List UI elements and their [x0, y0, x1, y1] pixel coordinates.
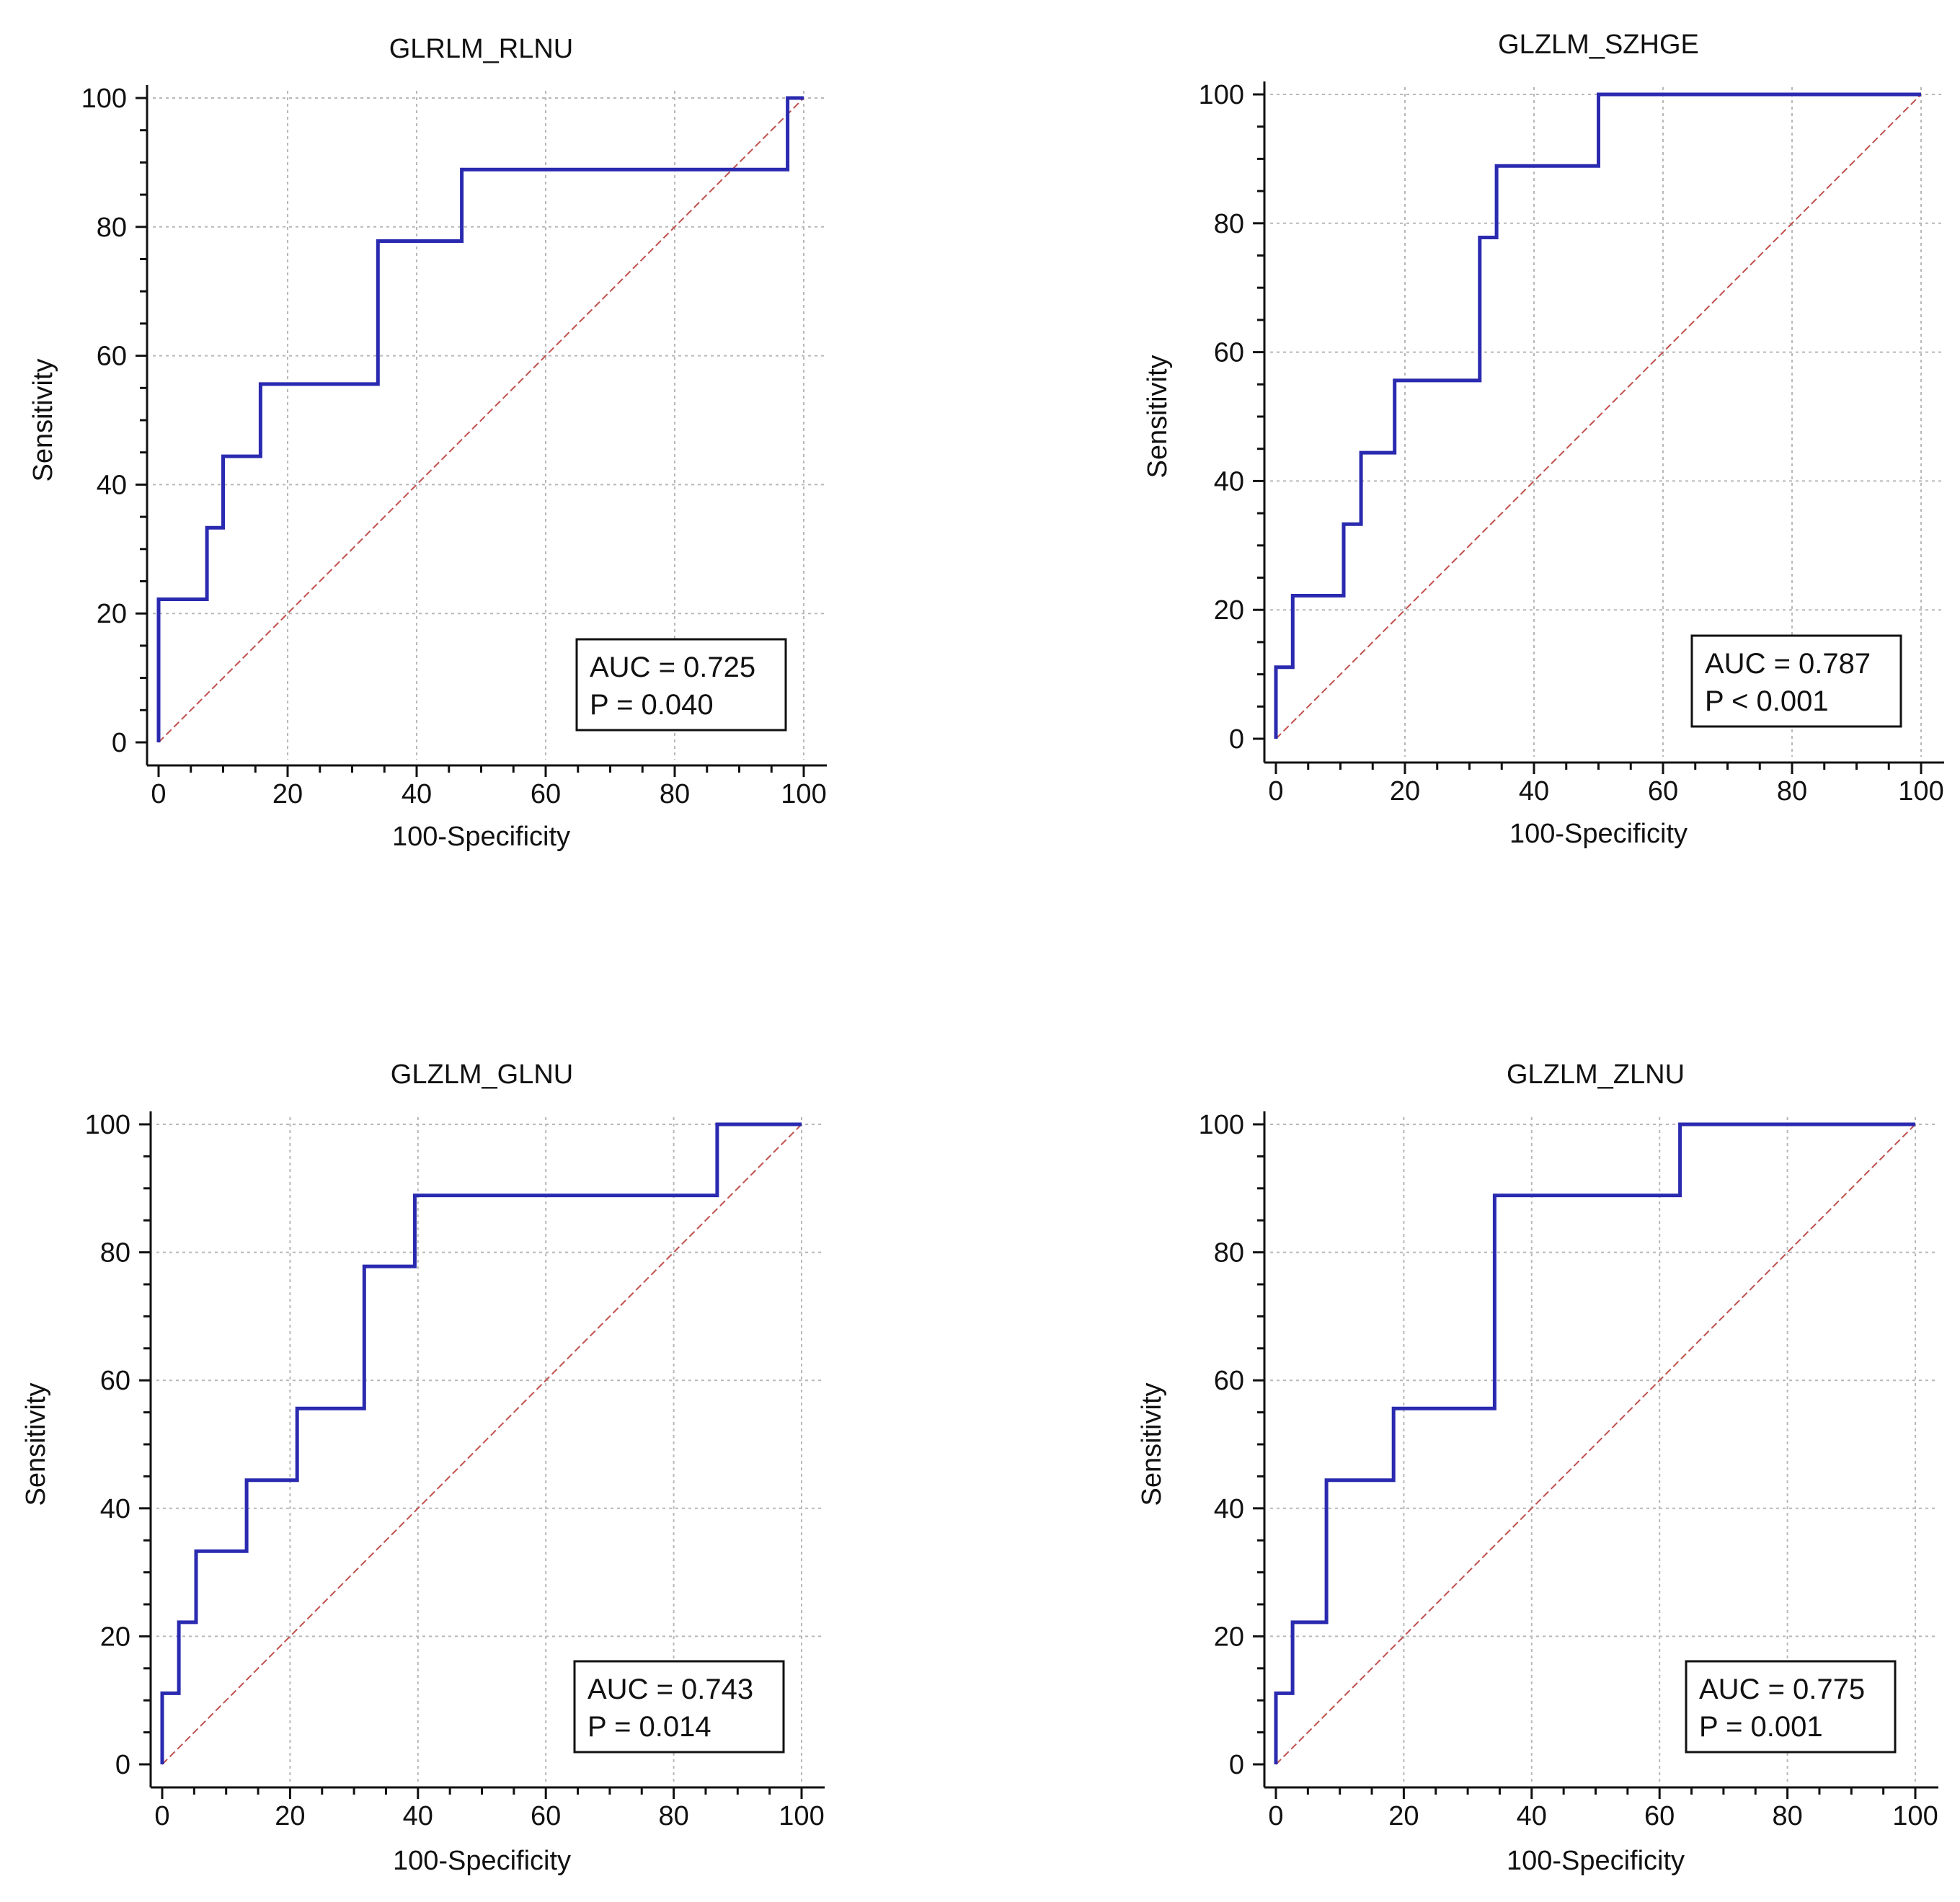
auc-value-text: AUC = 0.743	[587, 1674, 753, 1705]
x-tick-label: 60	[531, 779, 561, 809]
y-tick-label: 0	[112, 728, 127, 758]
x-axis-label: 100-Specificity	[393, 1846, 571, 1876]
y-tick-label: 80	[97, 213, 127, 243]
x-tick-label: 80	[1772, 1801, 1802, 1831]
y-tick-label: 80	[1214, 209, 1244, 239]
y-tick-label: 20	[100, 1622, 130, 1652]
y-tick-label: 60	[1214, 338, 1244, 368]
x-tick-label: 100	[1892, 1801, 1938, 1831]
y-tick-label: 60	[100, 1366, 130, 1396]
y-tick-label: 0	[1229, 724, 1244, 755]
x-tick-label: 0	[154, 1801, 169, 1831]
y-axis-label: Sensitivity	[21, 1382, 51, 1506]
x-tick-label: 40	[403, 1801, 433, 1831]
y-axis-label: Sensitivity	[1137, 1382, 1167, 1506]
x-tick-label: 80	[658, 1801, 688, 1831]
y-tick-label: 20	[97, 599, 127, 629]
x-tick-label: 100	[781, 779, 826, 809]
x-tick-label: 80	[1777, 776, 1807, 806]
y-tick-label: 100	[1199, 1110, 1244, 1140]
x-axis-label: 100-Specificity	[1509, 819, 1688, 849]
stats-box	[1690, 634, 1902, 728]
roc-curve-line	[1274, 92, 1921, 739]
x-tick-label: 60	[531, 1801, 561, 1831]
roc-chart-1: 0 20 40 60 80 100 0 20 40 60 80 100 GLRLM_RLNU 100-Sp…	[28, 34, 827, 852]
p-value-text: P = 0.040	[590, 689, 714, 721]
y-tick-label: 20	[1214, 1622, 1244, 1652]
chart-title: GLZLM_GLNU	[391, 1059, 573, 1090]
p-value-text: P < 0.001	[1705, 685, 1829, 717]
y-tick-label: 100	[85, 1110, 130, 1140]
y-axis-label: Sensitivity	[1143, 355, 1173, 478]
chart-title: GLZLM_ZLNU	[1507, 1059, 1685, 1090]
y-tick-label: 40	[100, 1494, 130, 1524]
x-tick-label: 60	[1648, 776, 1678, 806]
x-tick-label: 100	[1898, 776, 1943, 806]
x-tick-label: 100	[779, 1801, 824, 1831]
roc-chart-3: 0 20 40 60 80 100 0 20 40 60 80 100 GLZLM_GLNU 100-Sp…	[21, 1059, 825, 1876]
x-tick-label: 20	[272, 779, 303, 809]
x-axis-label: 100-Specificity	[392, 822, 570, 852]
x-tick-label: 40	[402, 779, 432, 809]
x-tick-label: 0	[1268, 1801, 1283, 1831]
p-value-text: P = 0.001	[1699, 1711, 1823, 1743]
y-tick-label: 60	[1214, 1366, 1244, 1396]
y-tick-label: 80	[1214, 1238, 1244, 1268]
reference-diagonal-line	[1275, 94, 1922, 739]
x-tick-label: 40	[1517, 1801, 1547, 1831]
x-axis-label: 100-Specificity	[1507, 1846, 1685, 1876]
y-tick-label: 40	[1214, 466, 1244, 497]
y-tick-label: 0	[1229, 1750, 1244, 1780]
chart-title: GLRLM_RLNU	[389, 34, 574, 64]
roc-curve-line	[156, 96, 804, 742]
x-tick-label: 0	[1268, 776, 1283, 806]
x-tick-label: 40	[1519, 776, 1549, 806]
x-tick-label: 0	[151, 779, 166, 809]
roc-curve-line	[1274, 1122, 1915, 1764]
reference-diagonal-line	[158, 97, 804, 743]
y-tick-label: 40	[1214, 1494, 1244, 1524]
x-tick-label: 20	[1390, 776, 1420, 806]
x-tick-label: 60	[1644, 1801, 1675, 1831]
x-tick-label: 20	[275, 1801, 305, 1831]
chart-title: GLZLM_SZHGE	[1498, 30, 1699, 60]
stats-box	[1685, 1660, 1897, 1754]
auc-value-text: AUC = 0.787	[1705, 648, 1871, 680]
roc-chart-4: 0 20 40 60 80 100 0 20 40 60 80 100 GLZLM_ZLNU 100-Sp…	[1137, 1059, 1938, 1876]
roc-chart-2: 0 20 40 60 80 100 0 20 40 60 80 100 GLZLM_SZHGE 100-S…	[1143, 30, 1944, 849]
auc-value-text: AUC = 0.725	[590, 652, 755, 683]
y-tick-label: 100	[1199, 80, 1244, 110]
auc-value-text: AUC = 0.775	[1699, 1674, 1865, 1705]
roc-curve-line	[160, 1122, 802, 1764]
stats-box	[575, 638, 787, 732]
x-tick-label: 20	[1388, 1801, 1419, 1831]
stats-box	[573, 1660, 785, 1754]
y-tick-label: 60	[97, 342, 127, 372]
y-tick-label: 0	[115, 1750, 130, 1780]
y-tick-label: 100	[81, 84, 127, 114]
y-axis-label: Sensitivity	[28, 358, 58, 481]
p-value-text: P = 0.014	[587, 1711, 711, 1743]
y-tick-label: 40	[97, 470, 127, 500]
x-tick-label: 80	[660, 779, 690, 809]
y-tick-label: 80	[100, 1238, 130, 1268]
y-tick-label: 20	[1214, 595, 1244, 626]
